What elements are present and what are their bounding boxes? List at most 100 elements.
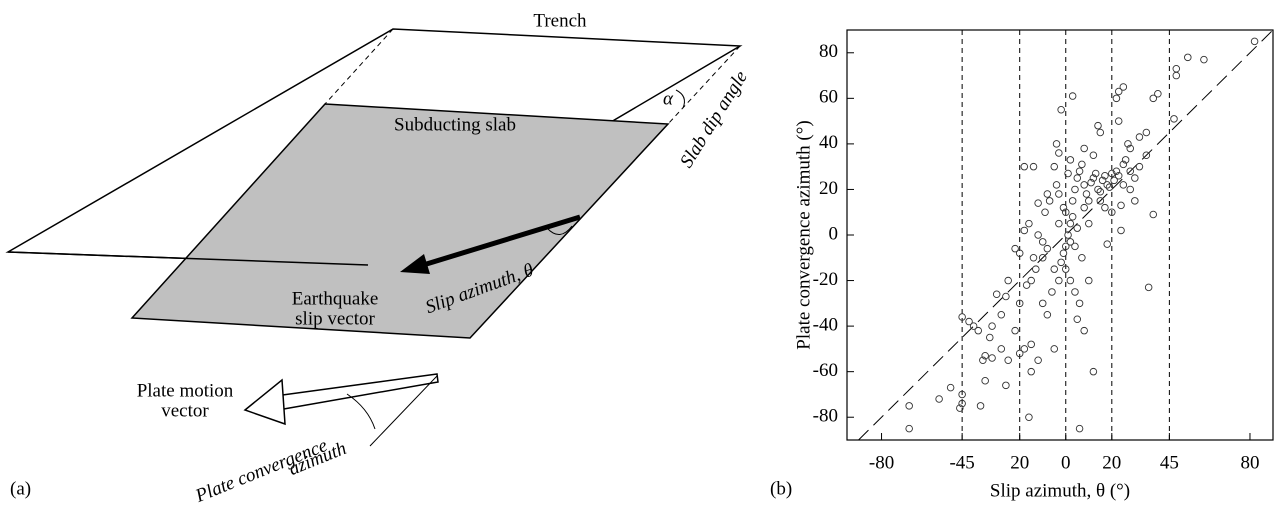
point (1112, 94, 1121, 103)
x-tick-label: -45 (949, 452, 974, 473)
point (1052, 181, 1061, 189)
point (1110, 176, 1118, 185)
point (1089, 174, 1098, 182)
point (958, 390, 966, 399)
point (1200, 55, 1208, 64)
point (905, 424, 913, 433)
point (1025, 413, 1033, 421)
point (1032, 265, 1040, 273)
point (1073, 224, 1082, 232)
point (965, 317, 973, 326)
point (1043, 310, 1052, 319)
point (1015, 299, 1024, 308)
point (1057, 105, 1065, 114)
point (979, 356, 987, 365)
point (1170, 115, 1178, 123)
point (992, 290, 1001, 298)
point (1038, 238, 1047, 246)
point (1103, 240, 1111, 248)
point (1062, 208, 1070, 216)
point (1029, 254, 1038, 262)
y-tick-label: 40 (819, 132, 838, 153)
point (1250, 37, 1259, 46)
point (1101, 172, 1109, 180)
point (1050, 265, 1058, 273)
point (1154, 90, 1162, 98)
point (1066, 238, 1075, 246)
point (1172, 71, 1181, 80)
point (1027, 276, 1035, 285)
point (1002, 292, 1010, 301)
point (1075, 424, 1084, 433)
point (1015, 249, 1024, 257)
point (1117, 226, 1125, 235)
point (1055, 276, 1063, 285)
y-tick-label: -20 (813, 269, 838, 290)
alpha-arc (675, 89, 685, 109)
point (1078, 254, 1086, 262)
point (1144, 283, 1153, 292)
point (1108, 208, 1116, 216)
point (1094, 121, 1102, 130)
point (1101, 203, 1109, 212)
point (1071, 242, 1079, 251)
point (1015, 349, 1024, 358)
point (1131, 174, 1139, 182)
point (1011, 326, 1019, 335)
point (988, 354, 996, 362)
point (1059, 203, 1068, 212)
point (1089, 367, 1098, 376)
point (1066, 276, 1075, 285)
trench-edge (7, 251, 369, 266)
point (1080, 203, 1088, 212)
point (1068, 213, 1077, 221)
point (1112, 167, 1121, 175)
point (1126, 167, 1134, 175)
point (1149, 210, 1158, 219)
point (969, 322, 978, 330)
point (1020, 226, 1029, 235)
diagram: Trench Subducting slab α Slab dip angle … (5, 10, 752, 507)
y-tick-label: 60 (819, 87, 838, 108)
point (1082, 190, 1091, 198)
slab-label: Subducting slab (394, 114, 516, 135)
point (1022, 281, 1031, 289)
plate-arrowhead (243, 378, 286, 426)
point (1059, 249, 1068, 257)
point (1131, 197, 1139, 205)
point (1068, 92, 1077, 100)
point (976, 402, 985, 410)
y-tick-label: -80 (813, 406, 838, 427)
point (1108, 169, 1116, 178)
point (1025, 219, 1033, 228)
point (1119, 83, 1128, 91)
theta-arc (546, 225, 573, 235)
point (1034, 231, 1042, 239)
point (1062, 265, 1070, 273)
panel-label: (b) (770, 478, 792, 499)
point (1121, 156, 1130, 164)
slab-plane (130, 103, 670, 339)
point (1064, 231, 1072, 239)
point (1071, 185, 1079, 194)
point (1071, 288, 1079, 296)
point (905, 402, 913, 410)
point (1114, 117, 1123, 125)
y-tick-label: 80 (819, 41, 838, 62)
scatter-chart: (b) Slip azimuth, θ (°) Plate convergenc… (770, 29, 1274, 501)
y-axis-label: Plate convergence azimuth (°) (793, 120, 814, 349)
point (1038, 299, 1047, 308)
point (1055, 190, 1063, 198)
point (1050, 162, 1058, 171)
point (1149, 94, 1158, 103)
point (1087, 178, 1095, 187)
point (1064, 169, 1072, 178)
slip-vector-label: slip vector (295, 308, 375, 329)
point (958, 399, 966, 408)
point (997, 345, 1006, 353)
point (1119, 181, 1128, 189)
x-tick-label: 0 (1061, 452, 1071, 473)
point (997, 310, 1006, 319)
y-tick-label: 0 (829, 223, 839, 244)
